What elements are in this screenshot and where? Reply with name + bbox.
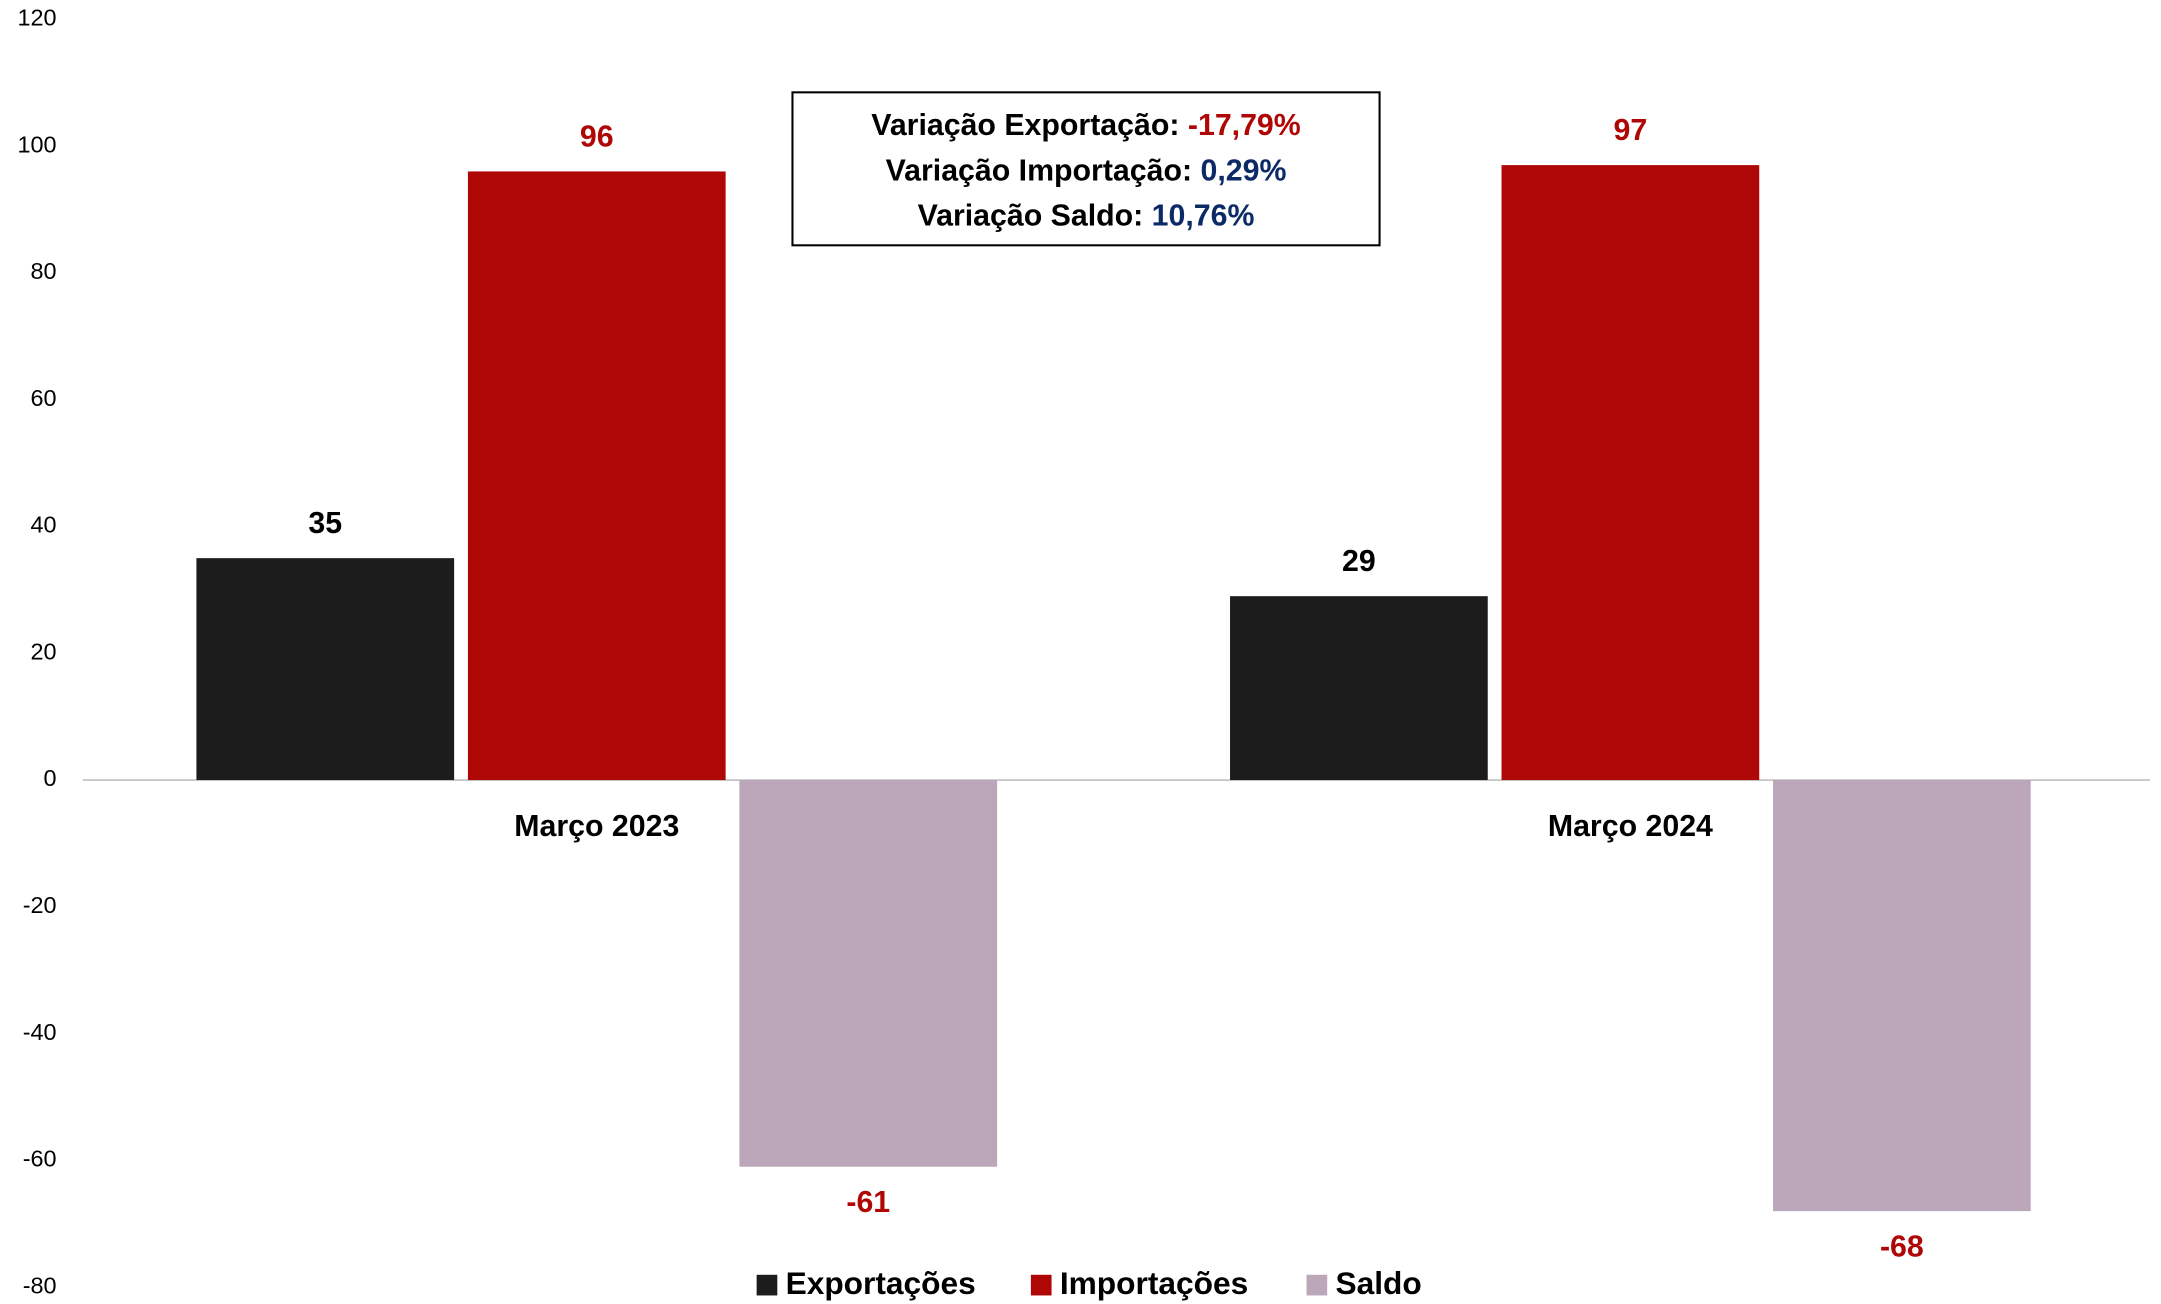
data-label: 29 [1342, 545, 1376, 578]
y-tick-label: 60 [30, 385, 56, 411]
y-tick-label: -80 [23, 1272, 57, 1298]
x-tick-label: Março 2023 [514, 810, 679, 843]
legend-label: Saldo [1335, 1265, 1421, 1301]
y-tick-label: 0 [44, 765, 57, 791]
bar [1501, 165, 1760, 781]
legend-label: Importações [1060, 1265, 1248, 1301]
y-tick-label: 100 [17, 131, 56, 157]
bar [739, 780, 998, 1167]
y-tick-label: 20 [30, 638, 56, 664]
annotation-label: Variação Saldo: [918, 200, 1144, 233]
data-label: 96 [580, 120, 614, 153]
data-label: 97 [1614, 114, 1648, 147]
y-tick-label: -60 [23, 1146, 57, 1172]
bar [1773, 780, 2031, 1212]
annotation-value: -17,79% [1188, 109, 1301, 142]
y-tick-label: 80 [30, 258, 56, 284]
annotation-value: 0,29% [1201, 154, 1287, 187]
annotation-value: 10,76% [1152, 200, 1255, 233]
bar [196, 558, 455, 781]
x-tick-label: Março 2024 [1548, 810, 1713, 843]
legend-swatch [756, 1274, 778, 1296]
y-tick-label: 120 [17, 4, 56, 30]
legend-swatch [1030, 1274, 1052, 1296]
data-label: 35 [308, 507, 342, 540]
y-tick-label: -20 [23, 892, 57, 918]
annotation: Variação Importação: 0,29% [886, 154, 1287, 187]
annotation-label: Variação Importação: [886, 154, 1192, 187]
annotation-box [791, 91, 1381, 247]
bar [467, 171, 726, 781]
legend-label: Exportações [786, 1265, 976, 1301]
data-label: -61 [846, 1186, 890, 1219]
data-label: -68 [1880, 1230, 1924, 1263]
annotation: Variação Exportação: -17,79% [871, 109, 1300, 142]
annotation-label: Variação Exportação: [871, 109, 1179, 142]
legend-swatch [1306, 1274, 1328, 1296]
y-tick-label: 40 [30, 512, 56, 538]
annotation: Variação Saldo: 10,76% [918, 200, 1255, 233]
bar [1230, 596, 1488, 781]
y-tick-label: -40 [23, 1019, 57, 1045]
